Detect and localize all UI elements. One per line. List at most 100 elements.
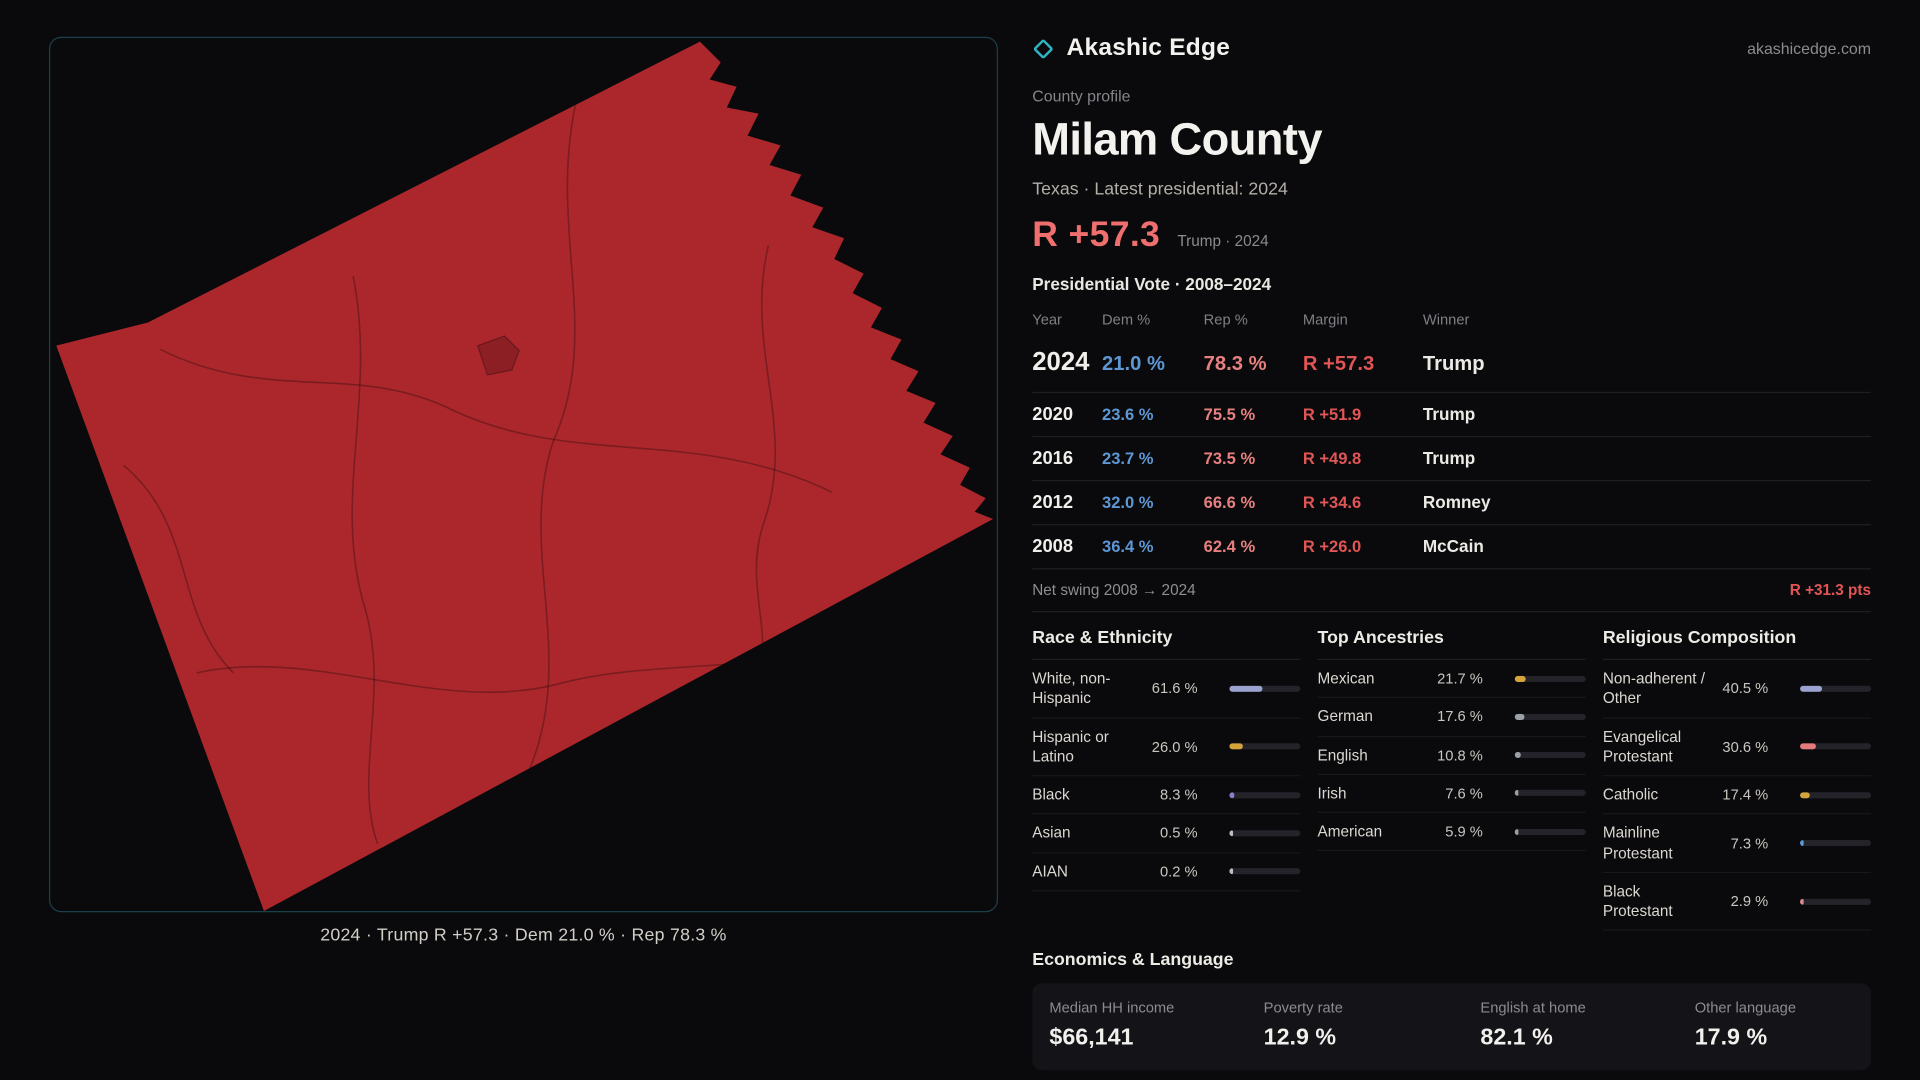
mini-bar-fill [1800,685,1822,692]
page-title: Milam County [1032,113,1322,165]
demo-row: German 17.6 % [1317,698,1586,737]
kicker: County profile [1032,86,1131,106]
demo-row: Asian 0.5 % [1032,815,1301,853]
demo-value: 61.6 % [1151,679,1198,698]
net-swing-row: Net swing 2008 → 2024 R +31.3 pts [1032,569,1872,613]
vote-dem: 32.0 % [1102,493,1154,512]
demo-label: American [1317,822,1383,840]
stat-value: 82.1 % [1480,1025,1553,1051]
mini-bar-fill [1800,791,1810,798]
vote-row-2020: 2020 23.6 % 75.5 % R +51.9 Trump [1032,393,1872,438]
demo-value: 17.6 % [1437,708,1483,726]
vote-row-2016: 2016 23.7 % 73.5 % R +49.8 Trump [1032,437,1872,482]
ancestries-title: Top Ancestries [1317,628,1586,660]
mini-bar [1514,713,1586,720]
mini-bar [1229,791,1301,798]
mini-bar-fill [1800,840,1804,847]
demo-row: White, non-Hispanic 61.6 % [1032,660,1301,719]
religion-title: Religious Composition [1602,628,1872,660]
stat-value: 17.9 % [1694,1025,1768,1051]
demo-label: Mainline Protestant [1602,824,1673,862]
vote-margin: R +34.6 [1302,493,1362,512]
mini-bar-fill [1229,791,1234,798]
headline-margin-note: Trump · 2024 [1177,232,1269,250]
vote-margin: R +51.9 [1302,405,1362,424]
profile-panel: Akashic Edge akashicedge.com County prof… [1032,34,1872,1080]
demo-row: English 10.8 % [1317,737,1586,775]
demo-label: White, non-Hispanic [1032,669,1111,707]
net-swing-value: R +31.3 pts [1789,581,1872,599]
mini-bar-fill [1229,685,1263,692]
vote-dem: 23.6 % [1102,405,1154,424]
mini-bar [1800,791,1872,798]
mini-bar [1514,790,1586,797]
vote-year: 2012 [1032,492,1074,514]
demo-row: Evangelical Protestant 30.6 % [1602,718,1872,777]
stat-label: Poverty rate [1263,999,1343,1017]
demo-label: Catholic [1602,786,1659,804]
map-caption: 2024 · Trump R +57.3 · Dem 21.0 % · Rep … [320,925,727,946]
demo-row: American 5.9 % [1317,813,1586,852]
precinct-boundaries [122,104,906,881]
mini-bar [1229,830,1301,837]
col-dem: Dem % [1102,311,1151,329]
mini-bar-fill [1514,790,1519,797]
demo-row: Mexican 21.7 % [1317,660,1586,699]
stat-median-income: Median HH income $66,141 [1049,999,1263,1052]
demo-label: German [1317,708,1373,726]
vote-row-2012: 2012 32.0 % 66.6 % R +34.6 Romney [1032,481,1872,526]
col-winner: Winner [1422,311,1470,329]
brand-diamond-icon [1032,37,1054,59]
vote-margin: R +49.8 [1302,449,1362,468]
race-ethnicity-title: Race & Ethnicity [1032,628,1301,660]
demo-label: Evangelical Protestant [1602,727,1682,765]
demo-value: 30.6 % [1722,738,1769,756]
demo-row: Black 8.3 % [1032,776,1301,815]
demo-value: 0.5 % [1159,824,1198,842]
demo-row: Catholic 17.4 % [1602,776,1872,815]
demo-row: Black Protestant 2.9 % [1602,873,1872,931]
mini-bar [1229,685,1301,692]
mini-bar-fill [1800,898,1804,905]
stat-label: Other language [1694,999,1797,1017]
demographics-section: Race & Ethnicity White, non-Hispanic 61.… [1032,628,1872,931]
demo-value: 2.9 % [1730,892,1769,910]
demo-row: Hispanic or Latino 26.0 % [1032,718,1301,777]
header: Akashic Edge akashicedge.com [1032,34,1871,62]
vote-rep: 66.6 % [1203,493,1256,512]
mini-bar-fill [1514,713,1525,720]
vote-dem: 36.4 % [1102,537,1154,556]
demo-label: Mexican [1317,669,1375,687]
economics-title: Economics & Language [1032,950,1234,971]
demo-value: 7.6 % [1445,784,1483,802]
stat-value: 12.9 % [1263,1025,1337,1051]
mini-bar [1800,840,1872,847]
demo-row: Irish 7.6 % [1317,775,1586,814]
vote-table: Year Dem % Rep % Margin Winner 2024 21.0… [1032,304,1872,570]
demo-value: 40.5 % [1722,679,1769,698]
county-shape [56,41,994,912]
demo-row: Non-adherent / Other 40.5 % [1602,660,1872,719]
demo-value: 17.4 % [1722,786,1769,804]
vote-table-title: Presidential Vote · 2008–2024 [1032,274,1272,294]
economics-strip: Median HH income $66,141 Poverty rate 12… [1032,983,1872,1071]
vote-winner: Trump [1422,352,1485,375]
stat-other-language: Other language 17.9 % [1695,999,1871,1052]
col-margin: Margin [1302,311,1348,329]
vote-rep: 75.5 % [1203,405,1256,424]
stat-poverty-rate: Poverty rate 12.9 % [1264,999,1481,1052]
demo-label: Asian [1032,824,1071,842]
brand-domain-link[interactable]: akashicedge.com [1747,39,1872,58]
col-rep: Rep % [1203,311,1248,329]
mini-bar-fill [1229,743,1244,750]
vote-margin: R +26.0 [1302,537,1362,556]
city-boundary-shape [476,335,520,376]
stat-english-at-home: English at home 82.1 % [1480,999,1694,1052]
demo-value: 21.7 % [1437,669,1483,688]
demo-value: 8.3 % [1159,786,1198,804]
mini-bar [1800,898,1872,905]
vote-year: 2016 [1032,448,1074,469]
demo-label: English [1317,746,1368,764]
demo-label: Black Protestant [1602,882,1673,920]
